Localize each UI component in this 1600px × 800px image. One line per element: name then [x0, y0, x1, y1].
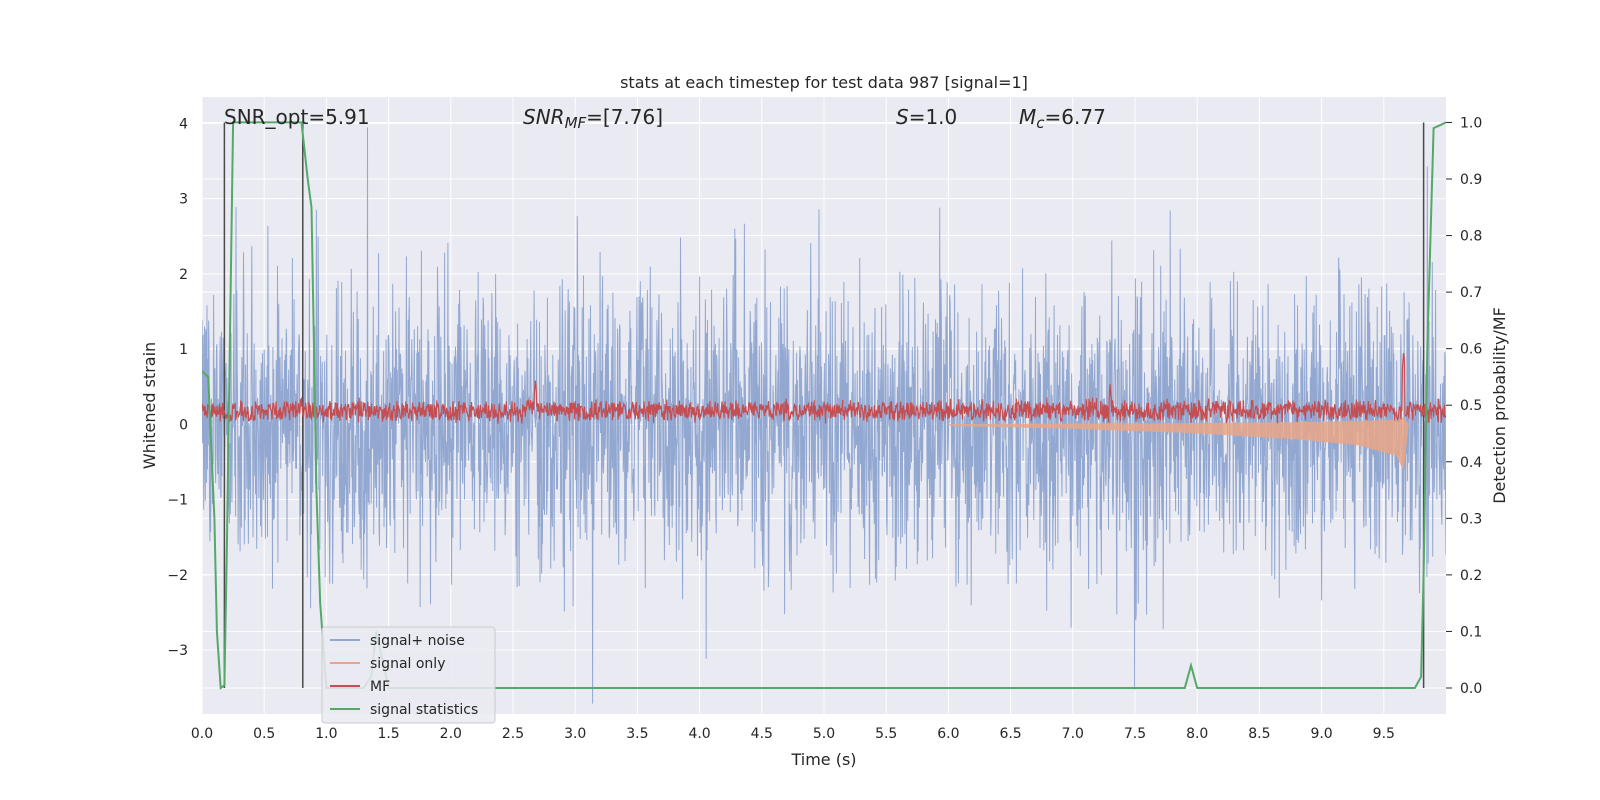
- x-tick-label: 5.0: [813, 726, 835, 742]
- annotation-mc-main: M: [1019, 105, 1036, 129]
- y2-tick-label: 0.6: [1460, 342, 1482, 358]
- x-tick-label: 3.5: [626, 726, 648, 742]
- legend-label-signal-only: signal only: [370, 656, 445, 672]
- x-tick-label: 2.0: [440, 726, 462, 742]
- x-axis-label: Time (s): [790, 750, 856, 769]
- annotation-mc-sub: c: [1036, 114, 1045, 132]
- legend-box: [321, 626, 496, 724]
- annotation-snr-mf-value: =[7.76]: [586, 105, 663, 129]
- y2-tick-label: 0.0: [1460, 681, 1482, 697]
- annotation-snr-mf-main: SNR: [523, 105, 565, 129]
- annotation-mc-value: =6.77: [1045, 105, 1106, 129]
- x-tick-label: 6.0: [937, 726, 959, 742]
- x-axis-ticks: 0.0 0.5 1.0 1.5 2.0 2.5 3.0 3.5 4.0 4.5 5.0 5.5 6.0 6…: [191, 726, 1395, 742]
- y-tick-label: 4: [179, 116, 188, 132]
- x-tick-label: 4.5: [751, 726, 773, 742]
- legend: signal+ noise signal only MF signal stat…: [321, 626, 496, 724]
- legend-label-signal-noise: signal+ noise: [370, 633, 465, 649]
- annotation-snr-opt: SNR_opt=5.91: [224, 105, 370, 129]
- y2-tick-label: 0.7: [1460, 285, 1482, 301]
- y-tick-label: 3: [179, 192, 188, 208]
- y-tick-label: −2: [167, 568, 188, 584]
- y-tick-label: −1: [167, 493, 188, 509]
- x-tick-label: 5.5: [875, 726, 897, 742]
- y2-tick-label: 0.2: [1460, 568, 1482, 584]
- y2-tick-label: 0.9: [1460, 172, 1482, 188]
- x-tick-label: 3.0: [564, 726, 586, 742]
- annotation-s: S=1.0: [896, 105, 957, 129]
- annotation-s-main: S: [896, 105, 909, 129]
- x-tick-label: 9.0: [1310, 726, 1332, 742]
- y2-tick-label: 0.5: [1460, 398, 1482, 414]
- legend-label-signal-statistics: signal statistics: [370, 702, 478, 718]
- x-tick-label: 1.0: [315, 726, 337, 742]
- x-tick-label: 9.5: [1373, 726, 1395, 742]
- y2-tick-label: 0.8: [1460, 229, 1482, 245]
- chart-title: stats at each timestep for test data 987…: [620, 73, 1028, 92]
- x-tick-label: 1.5: [377, 726, 399, 742]
- y2-tick-label: 0.4: [1460, 455, 1482, 471]
- x-tick-label: 0.0: [191, 726, 213, 742]
- y-axis-ticks: −3 −2 −1 0 1 2 3 4: [167, 116, 188, 659]
- series-signal-noise: [202, 127, 1446, 704]
- x-tick-label: 8.5: [1248, 726, 1270, 742]
- annotation-s-value: =1.0: [909, 105, 958, 129]
- legend-label-mf: MF: [370, 679, 390, 695]
- x-tick-label: 7.0: [1062, 726, 1084, 742]
- y-axis-label: Whitened strain: [140, 342, 159, 469]
- y2-axis-label: Detection probability/MF: [1490, 307, 1509, 504]
- series-mf: [202, 352, 1446, 424]
- x-tick-label: 8.0: [1186, 726, 1208, 742]
- x-tick-label: 0.5: [253, 726, 275, 742]
- series-signal-only: [948, 417, 1409, 470]
- x-tick-label: 6.5: [999, 726, 1021, 742]
- y2-axis-ticks: 0.0 0.1 0.2 0.3 0.4 0.5 0.6 0.7 0.8 0.9 1.0: [1446, 115, 1482, 697]
- annotation-mc: Mc=6.77: [1019, 105, 1106, 132]
- y2-tick-label: 1.0: [1460, 115, 1482, 131]
- y-tick-label: −3: [167, 643, 188, 659]
- annotation-snr-mf: SNRMF=[7.76]: [523, 105, 663, 132]
- y-tick-label: 0: [179, 417, 188, 433]
- annotation-snr-mf-sub: MF: [565, 114, 587, 132]
- x-tick-label: 7.5: [1124, 726, 1146, 742]
- y-tick-label: 2: [179, 267, 188, 283]
- y2-tick-label: 0.3: [1460, 511, 1482, 527]
- y2-tick-label: 0.1: [1460, 624, 1482, 640]
- x-tick-label: 4.0: [688, 726, 710, 742]
- y-tick-label: 1: [179, 342, 188, 358]
- x-tick-label: 2.5: [502, 726, 524, 742]
